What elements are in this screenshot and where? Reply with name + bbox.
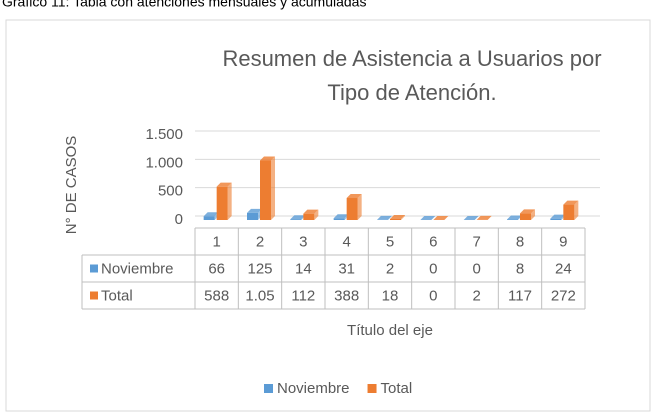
table-legend-key [90, 265, 98, 273]
data-label: 588 [204, 287, 229, 304]
data-label: 24 [555, 260, 572, 277]
data-label: 0 [429, 287, 437, 304]
bar [260, 161, 271, 221]
data-label: 1.05 [245, 287, 274, 304]
table-row-label: Total [101, 287, 133, 304]
data-label: 8 [516, 260, 524, 277]
data-label: 272 [551, 287, 576, 304]
x-tick-label: 6 [429, 233, 437, 250]
legend-label: Total [381, 380, 413, 397]
caption: Gráfico 11: Tabla con atenciones mensual… [2, 0, 366, 10]
x-tick-label: 2 [256, 233, 264, 250]
y-tick-label: 500 [158, 183, 183, 200]
data-label: 18 [382, 287, 399, 304]
y-tick-label: 0 [175, 211, 183, 228]
legend-key [264, 384, 273, 393]
data-label: 2 [386, 260, 394, 277]
x-tick-label: 1 [212, 233, 220, 250]
table-legend-key [90, 292, 98, 300]
data-label: 31 [338, 260, 355, 277]
table-row-label: Noviembre [101, 260, 174, 277]
bar [563, 205, 574, 220]
x-tick-label: 7 [472, 233, 480, 250]
data-label: 388 [334, 287, 359, 304]
bar [247, 213, 258, 220]
chart-title: Resumen de Asistencia a Usuarios por [222, 46, 601, 71]
legend-key [368, 384, 377, 393]
x-tick-label: 5 [386, 233, 394, 250]
data-label: 117 [508, 287, 532, 304]
data-label: 14 [295, 260, 312, 277]
legend-label: Noviembre [277, 380, 350, 397]
data-label: 0 [472, 260, 480, 277]
y-tick-label: 1.000 [145, 154, 183, 171]
bar [217, 187, 228, 220]
data-label: 66 [208, 260, 225, 277]
bar [290, 219, 301, 220]
x-tick-label: 8 [516, 233, 524, 250]
x-tick-label: 9 [559, 233, 567, 250]
chart-title: Tipo de Atención. [327, 80, 496, 105]
x-tick-label: 3 [299, 233, 307, 250]
data-label: 112 [291, 287, 315, 304]
bar [550, 219, 561, 220]
x-tick-label: 4 [342, 233, 350, 250]
data-label: 125 [247, 260, 272, 277]
bar [520, 213, 531, 220]
bar-side [358, 194, 362, 220]
bar [303, 214, 314, 220]
bar [347, 198, 358, 220]
bar-side [228, 183, 232, 220]
y-axis-title: N° DE CASOS [63, 136, 80, 235]
y-tick-label: 1.500 [145, 126, 183, 143]
data-label: 0 [429, 260, 437, 277]
x-axis-title: Título del eje [347, 322, 433, 339]
bar [204, 216, 215, 220]
data-label: 2 [472, 287, 480, 304]
bar-side [271, 157, 275, 221]
bar [334, 218, 345, 220]
bar [390, 219, 401, 220]
